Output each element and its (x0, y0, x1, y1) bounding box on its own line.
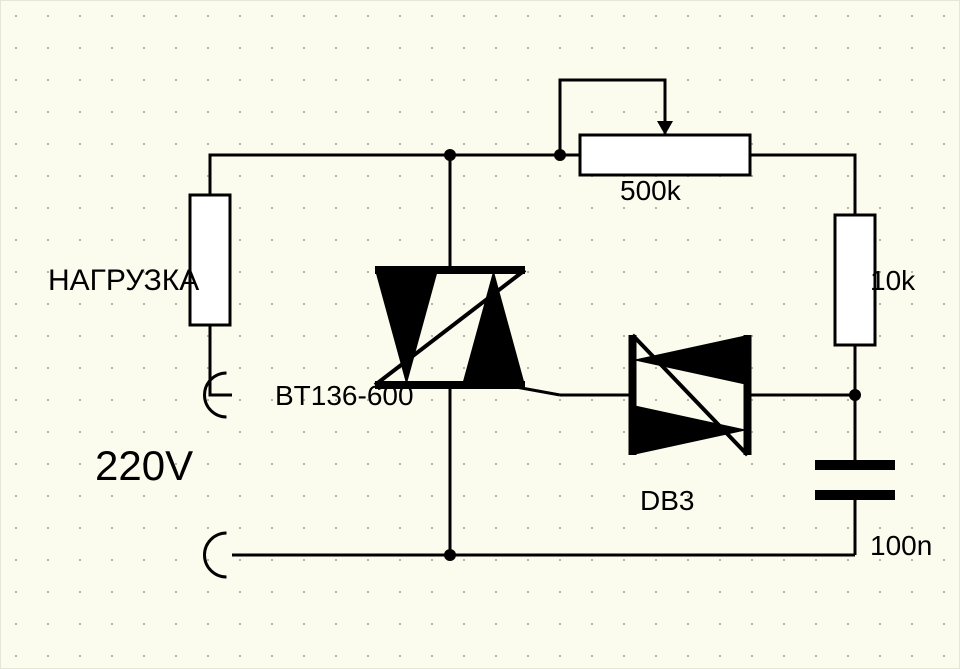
capacitor-plate-top (815, 460, 895, 470)
capacitor-plate-bot (815, 490, 895, 500)
junction-node (554, 149, 566, 161)
circuit-schematic: НАГРУЗКА 220V BT136-600 DB3 500k 10k 100n (0, 0, 960, 669)
label-r_fixed: 10k (870, 265, 916, 296)
label-pot: 500k (620, 175, 682, 206)
label-triac: BT136-600 (275, 380, 414, 411)
junction-node (444, 149, 456, 161)
junction-node (444, 549, 456, 561)
label-load: НАГРУЗКА (48, 264, 199, 297)
resistor-fixed (835, 215, 875, 345)
label-cap: 100n (870, 530, 932, 561)
load-resistor (190, 195, 230, 325)
label-diac: DB3 (640, 485, 694, 516)
label-voltage: 220V (95, 442, 193, 489)
potentiometer (580, 135, 750, 175)
junction-node (849, 389, 861, 401)
